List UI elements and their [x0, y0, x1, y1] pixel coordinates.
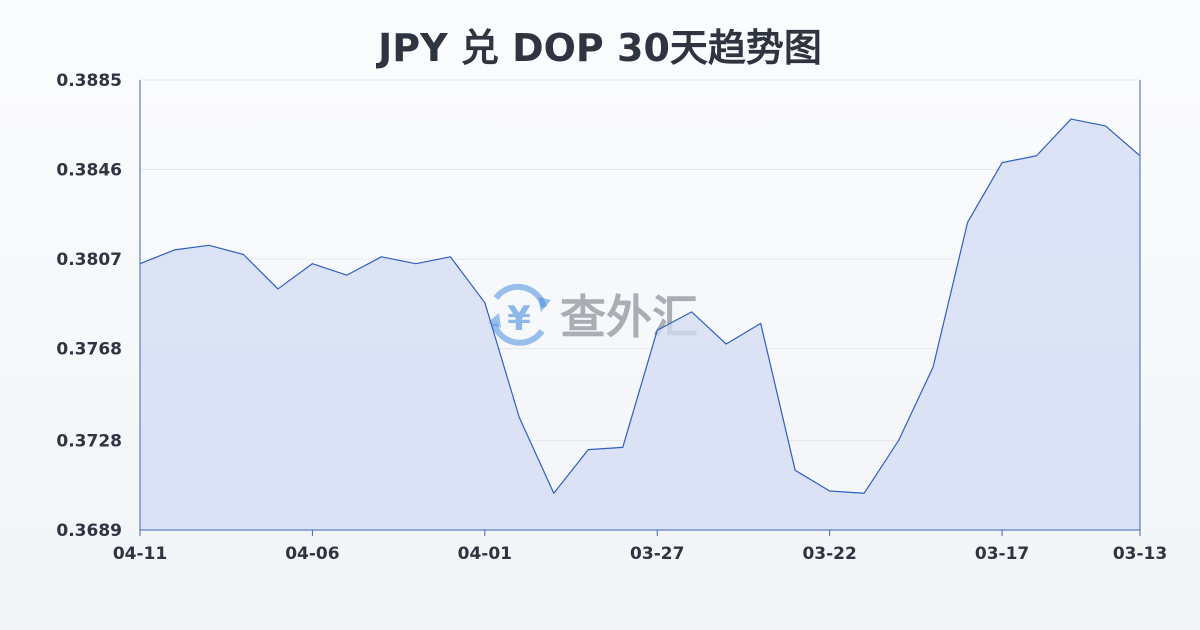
x-tick-label: 04-06	[285, 544, 339, 564]
yen-symbol: ¥	[507, 299, 531, 339]
x-tick-label: 04-11	[113, 544, 167, 564]
chart-title: JPY 兑 DOP 30天趋势图	[375, 26, 822, 70]
y-axis-ticks: 0.3885 0.3846 0.3807 0.3768 0.3728 0.3689	[56, 71, 122, 541]
x-tick-label: 03-17	[975, 544, 1029, 564]
x-tick-label: 04-01	[458, 544, 512, 564]
x-tick-label: 03-27	[630, 544, 684, 564]
y-tick-label: 0.3728	[56, 431, 122, 451]
y-tick-label: 0.3807	[56, 250, 122, 270]
series-line	[139, 118, 1141, 494]
axes	[139, 80, 1141, 531]
y-tick-label: 0.3885	[56, 71, 122, 91]
y-tick-label: 0.3689	[56, 521, 122, 541]
x-tick-label: 03-22	[802, 544, 856, 564]
y-tick-label: 0.3846	[56, 161, 122, 181]
x-axis-ticks: 04-11 04-06 04-01 03-27 03-22 03-17 03-13	[113, 530, 1167, 564]
series-area	[140, 119, 1140, 530]
x-tick-label: 03-13	[1113, 544, 1167, 564]
watermark: ¥ 查外汇	[487, 283, 698, 346]
y-tick-label: 0.3768	[56, 340, 122, 360]
